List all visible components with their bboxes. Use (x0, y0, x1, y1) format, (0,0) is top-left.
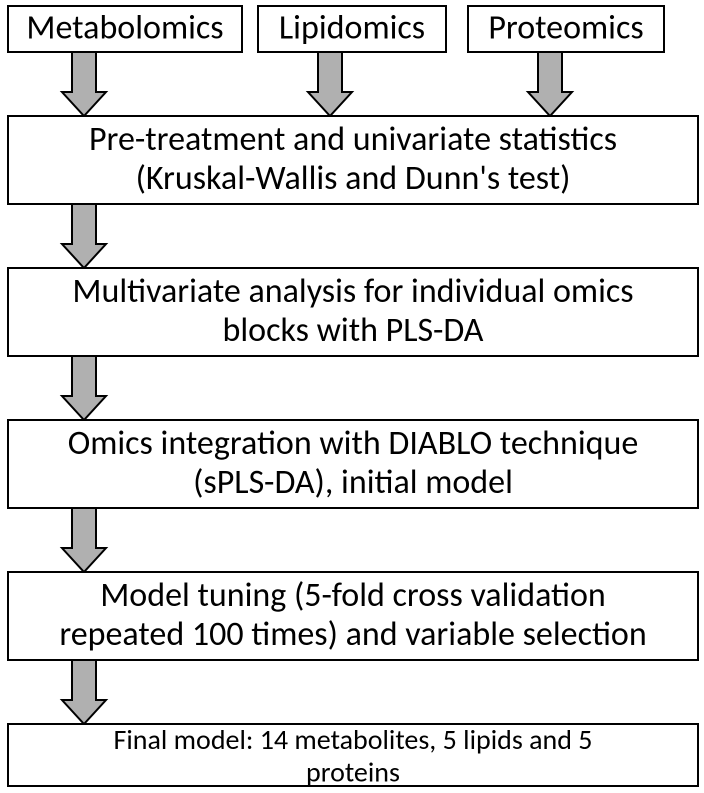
label-tuning-l0: Model tuning (5-fold cross validation (100, 575, 606, 616)
label-multivariate-l1: blocks with PLS-DA (223, 310, 484, 351)
label-integration-l1: (sPLS-DA), initial model (193, 462, 513, 503)
label-integration-l0: Omics integration with DIABLO technique (68, 423, 639, 464)
arrow-tuning (62, 660, 106, 724)
arrow-proteomics (528, 52, 572, 116)
label-metabolomics: Metabolomics (26, 7, 223, 48)
flowchart: Metabolomics Lipidomics Proteomics Pre-trea… (0, 0, 704, 793)
label-lipidomics: Lipidomics (279, 7, 425, 48)
label-final-l0: Final model: 14 metabolites, 5 lipids an… (114, 722, 593, 757)
label-pretreatment-l1: (Kruskal-Wallis and Dunn's test) (136, 158, 571, 199)
label-pretreatment-l0: Pre-treatment and univariate statistics (89, 119, 617, 160)
label-final-l1: proteins (306, 754, 400, 789)
arrow-multivariate (62, 356, 106, 420)
arrow-lipidomics (308, 52, 352, 116)
label-proteomics: Proteomics (488, 7, 643, 48)
arrow-pretreatment (62, 204, 106, 268)
arrow-integration (62, 508, 106, 572)
label-multivariate-l0: Multivariate analysis for individual omi… (72, 271, 633, 312)
arrow-metabolomics (62, 52, 106, 116)
label-tuning-l1: repeated 100 times) and variable selecti… (59, 614, 646, 655)
